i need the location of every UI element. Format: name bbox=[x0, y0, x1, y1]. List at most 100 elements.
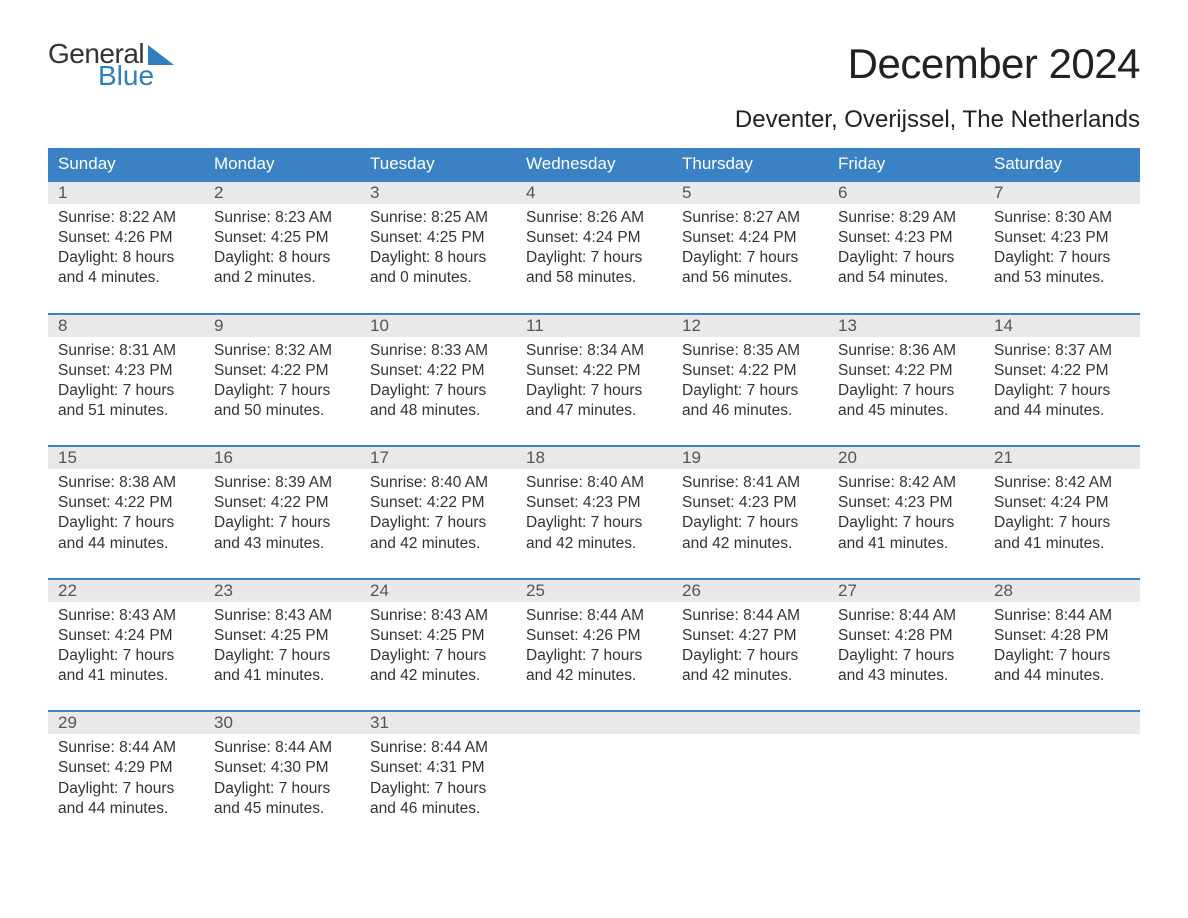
day-d1: Daylight: 7 hours bbox=[214, 779, 350, 799]
day-d1: Daylight: 8 hours bbox=[58, 248, 194, 268]
day-number: 18 bbox=[516, 447, 672, 469]
day-cell: Sunrise: 8:27 AMSunset: 4:24 PMDaylight:… bbox=[672, 204, 828, 313]
day-d1: Daylight: 8 hours bbox=[214, 248, 350, 268]
day-cell: Sunrise: 8:43 AMSunset: 4:25 PMDaylight:… bbox=[360, 602, 516, 711]
day-d2: and 41 minutes. bbox=[994, 534, 1130, 554]
day-number bbox=[516, 712, 672, 734]
day-d2: and 43 minutes. bbox=[838, 666, 974, 686]
day-d1: Daylight: 7 hours bbox=[370, 381, 506, 401]
day-cell: Sunrise: 8:33 AMSunset: 4:22 PMDaylight:… bbox=[360, 337, 516, 446]
day-d1: Daylight: 7 hours bbox=[526, 381, 662, 401]
day-sunrise: Sunrise: 8:44 AM bbox=[838, 606, 974, 626]
day-d2: and 56 minutes. bbox=[682, 268, 818, 288]
day-number: 10 bbox=[360, 315, 516, 337]
day-number: 30 bbox=[204, 712, 360, 734]
day-sunset: Sunset: 4:22 PM bbox=[370, 361, 506, 381]
day-sunrise: Sunrise: 8:26 AM bbox=[526, 208, 662, 228]
day-sunset: Sunset: 4:22 PM bbox=[214, 361, 350, 381]
day-cell: Sunrise: 8:44 AMSunset: 4:30 PMDaylight:… bbox=[204, 734, 360, 843]
day-sunrise: Sunrise: 8:44 AM bbox=[682, 606, 818, 626]
day-number-row: 293031 bbox=[48, 712, 1140, 734]
day-d1: Daylight: 7 hours bbox=[682, 646, 818, 666]
weekday-header: Tuesday bbox=[360, 148, 516, 180]
day-sunrise: Sunrise: 8:44 AM bbox=[526, 606, 662, 626]
day-sunrise: Sunrise: 8:36 AM bbox=[838, 341, 974, 361]
day-sunrise: Sunrise: 8:27 AM bbox=[682, 208, 818, 228]
day-sunset: Sunset: 4:26 PM bbox=[58, 228, 194, 248]
day-sunset: Sunset: 4:29 PM bbox=[58, 758, 194, 778]
day-d1: Daylight: 7 hours bbox=[838, 248, 974, 268]
day-number: 20 bbox=[828, 447, 984, 469]
day-number: 24 bbox=[360, 580, 516, 602]
day-number: 29 bbox=[48, 712, 204, 734]
day-sunrise: Sunrise: 8:40 AM bbox=[526, 473, 662, 493]
day-sunset: Sunset: 4:23 PM bbox=[58, 361, 194, 381]
day-sunset: Sunset: 4:26 PM bbox=[526, 626, 662, 646]
day-cell: Sunrise: 8:43 AMSunset: 4:24 PMDaylight:… bbox=[48, 602, 204, 711]
day-sunrise: Sunrise: 8:23 AM bbox=[214, 208, 350, 228]
day-data-row: Sunrise: 8:38 AMSunset: 4:22 PMDaylight:… bbox=[48, 469, 1140, 578]
day-sunrise: Sunrise: 8:40 AM bbox=[370, 473, 506, 493]
day-cell bbox=[672, 734, 828, 843]
day-sunset: Sunset: 4:30 PM bbox=[214, 758, 350, 778]
day-sunset: Sunset: 4:22 PM bbox=[838, 361, 974, 381]
day-d1: Daylight: 7 hours bbox=[526, 646, 662, 666]
day-cell: Sunrise: 8:43 AMSunset: 4:25 PMDaylight:… bbox=[204, 602, 360, 711]
day-d1: Daylight: 7 hours bbox=[838, 381, 974, 401]
day-cell bbox=[516, 734, 672, 843]
logo-word-blue: Blue bbox=[48, 62, 174, 90]
day-d2: and 44 minutes. bbox=[994, 666, 1130, 686]
day-number: 17 bbox=[360, 447, 516, 469]
day-cell: Sunrise: 8:22 AMSunset: 4:26 PMDaylight:… bbox=[48, 204, 204, 313]
day-d1: Daylight: 7 hours bbox=[994, 513, 1130, 533]
week-row: 1234567Sunrise: 8:22 AMSunset: 4:26 PMDa… bbox=[48, 180, 1140, 313]
day-number: 19 bbox=[672, 447, 828, 469]
month-title: December 2024 bbox=[735, 40, 1140, 88]
day-d1: Daylight: 7 hours bbox=[994, 381, 1130, 401]
day-d2: and 4 minutes. bbox=[58, 268, 194, 288]
day-d1: Daylight: 8 hours bbox=[370, 248, 506, 268]
day-d2: and 42 minutes. bbox=[370, 666, 506, 686]
day-sunset: Sunset: 4:28 PM bbox=[838, 626, 974, 646]
weekday-header: Wednesday bbox=[516, 148, 672, 180]
day-d2: and 41 minutes. bbox=[214, 666, 350, 686]
calendar: SundayMondayTuesdayWednesdayThursdayFrid… bbox=[48, 148, 1140, 843]
day-cell: Sunrise: 8:44 AMSunset: 4:28 PMDaylight:… bbox=[828, 602, 984, 711]
day-cell: Sunrise: 8:36 AMSunset: 4:22 PMDaylight:… bbox=[828, 337, 984, 446]
day-d1: Daylight: 7 hours bbox=[370, 779, 506, 799]
day-d2: and 58 minutes. bbox=[526, 268, 662, 288]
day-cell: Sunrise: 8:44 AMSunset: 4:29 PMDaylight:… bbox=[48, 734, 204, 843]
day-number: 8 bbox=[48, 315, 204, 337]
day-sunset: Sunset: 4:24 PM bbox=[58, 626, 194, 646]
day-d1: Daylight: 7 hours bbox=[526, 248, 662, 268]
weekday-header-row: SundayMondayTuesdayWednesdayThursdayFrid… bbox=[48, 148, 1140, 180]
week-row: 22232425262728Sunrise: 8:43 AMSunset: 4:… bbox=[48, 578, 1140, 711]
logo: General Blue bbox=[48, 40, 174, 90]
day-data-row: Sunrise: 8:44 AM Sunset: 4:29 PM Daylight:… bbox=[48, 734, 1140, 843]
day-data-row: Sunrise: 8:43 AMSunset: 4:24 PMDaylight:… bbox=[48, 602, 1140, 711]
day-d2: and 46 minutes. bbox=[370, 799, 506, 819]
day-cell: Sunrise: 8:34 AMSunset: 4:22 PMDaylight:… bbox=[516, 337, 672, 446]
day-sunrise: Sunrise: 8:42 AM bbox=[994, 473, 1130, 493]
day-sunrise: Sunrise: 8:30 AM bbox=[994, 208, 1130, 228]
day-number: 15 bbox=[48, 447, 204, 469]
day-d2: and 53 minutes. bbox=[994, 268, 1130, 288]
day-d2: and 41 minutes. bbox=[58, 666, 194, 686]
day-cell: Sunrise: 8:39 AMSunset: 4:22 PMDaylight:… bbox=[204, 469, 360, 578]
day-sunset: Sunset: 4:22 PM bbox=[994, 361, 1130, 381]
day-sunrise: Sunrise: 8:29 AM bbox=[838, 208, 974, 228]
day-number: 2 bbox=[204, 182, 360, 204]
day-d2: and 48 minutes. bbox=[370, 401, 506, 421]
day-sunset: Sunset: 4:22 PM bbox=[526, 361, 662, 381]
day-sunset: Sunset: 4:27 PM bbox=[682, 626, 818, 646]
day-number: 16 bbox=[204, 447, 360, 469]
day-sunset: Sunset: 4:23 PM bbox=[994, 228, 1130, 248]
week-row: 891011121314Sunrise: 8:31 AMSunset: 4:23… bbox=[48, 313, 1140, 446]
day-cell: Sunrise: 8:42 AMSunset: 4:23 PMDaylight:… bbox=[828, 469, 984, 578]
day-cell: Sunrise: 8:41 AMSunset: 4:23 PMDaylight:… bbox=[672, 469, 828, 578]
day-number-row: 15161718192021 bbox=[48, 447, 1140, 469]
day-sunrise: Sunrise: 8:33 AM bbox=[370, 341, 506, 361]
weekday-header: Thursday bbox=[672, 148, 828, 180]
day-sunrise: Sunrise: 8:39 AM bbox=[214, 473, 350, 493]
day-sunrise: Sunrise: 8:44 AM bbox=[214, 738, 350, 758]
